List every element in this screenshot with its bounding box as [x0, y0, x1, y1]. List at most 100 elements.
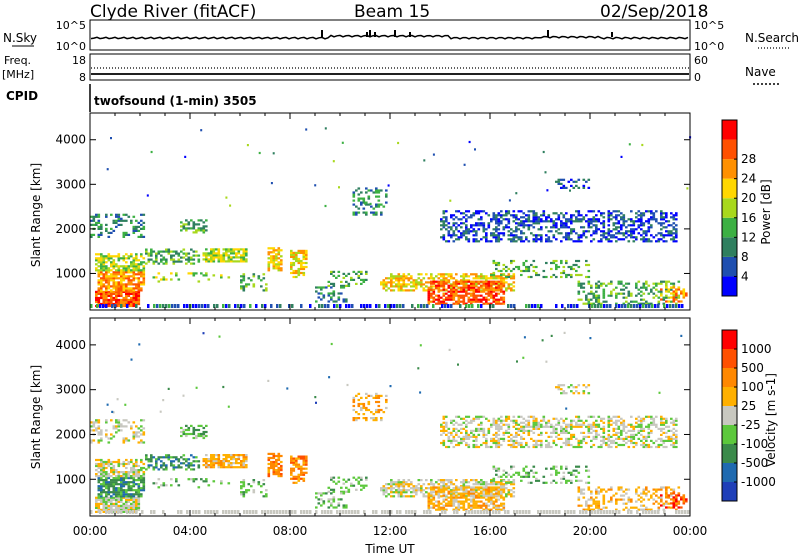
velocity-cell: [537, 439, 541, 442]
velocity-cell: [445, 504, 448, 507]
power-cell: [187, 252, 191, 255]
power-cell: [275, 267, 278, 270]
power-cell: [477, 282, 481, 285]
power-cell: [525, 267, 528, 271]
velocity-cell: [95, 421, 98, 424]
power-cell: [572, 230, 576, 233]
power-cell: [670, 234, 673, 237]
velocity-cell: [235, 460, 238, 463]
velocity-cell: [302, 463, 306, 466]
velocity-cell: [95, 510, 98, 513]
power-cell: [562, 222, 566, 225]
power-cell: [497, 240, 501, 243]
power-cell: [577, 218, 581, 221]
velocity-cell: [442, 427, 446, 430]
power-cell: [662, 212, 666, 215]
power-cell: [652, 218, 656, 221]
power-cell: [135, 255, 138, 258]
velocity-cell: [135, 462, 138, 466]
power-cell: [647, 292, 651, 295]
velocity-cell: [92, 425, 96, 428]
power-cell: [467, 284, 471, 287]
velocity-cell: [495, 423, 498, 426]
velocity-cell: [107, 462, 111, 466]
velocity-cell: [192, 436, 196, 440]
power-cell: [362, 201, 366, 204]
power-cell: [545, 220, 548, 223]
velocity-cell: [422, 495, 426, 498]
power-cell: [243, 304, 246, 308]
velocity-cell: [100, 498, 103, 501]
power-cell: [517, 238, 521, 241]
power-cell: [217, 252, 221, 255]
power-cell: [575, 220, 578, 223]
power-cell: [621, 304, 624, 308]
velocity-cell: [570, 433, 573, 436]
velocity-cell: [125, 502, 128, 505]
power-cell: [290, 253, 293, 256]
power-cell: [475, 288, 478, 291]
power-cell: [567, 220, 571, 223]
power-cell: [515, 218, 518, 221]
velocity-cell: [565, 427, 568, 430]
velocity-cell: [97, 489, 101, 492]
velocity-cell: [497, 433, 501, 436]
velocity-cell: [450, 489, 453, 492]
power-cell: [450, 214, 453, 217]
velocity-cell: [567, 423, 571, 426]
power-cell: [130, 302, 133, 306]
power-cell: [487, 290, 491, 293]
power-cell: [617, 280, 621, 283]
velocity-cell: [375, 394, 378, 397]
velocity-cell: [102, 464, 106, 468]
velocity-cell: [122, 419, 126, 422]
velocity-cell: [542, 425, 546, 428]
velocity-cell: [140, 475, 143, 478]
velocity-cell: [355, 419, 358, 422]
power-cell: [482, 226, 486, 229]
velocity-cell: [105, 500, 108, 503]
velocity-cell: [555, 443, 558, 447]
power-cell: [447, 230, 451, 233]
velocity-cell: [590, 427, 593, 430]
velocity-cell: [512, 425, 516, 428]
power-cell: [632, 236, 636, 239]
velocity-cell: [377, 396, 381, 399]
power-cell: [547, 214, 551, 217]
power-cell: [430, 280, 433, 283]
velocity-cell: [542, 415, 546, 418]
power-ytick-label: 4000: [55, 133, 86, 147]
velocity-cell: [420, 487, 423, 490]
power-cell: [204, 304, 207, 308]
velocity-cell: [182, 458, 186, 461]
power-cell: [440, 279, 443, 282]
velocity-cell: [472, 500, 476, 503]
power-cell: [532, 234, 536, 237]
power-cell: [457, 238, 461, 241]
power-cell: [459, 304, 462, 308]
velocity-cell: [532, 425, 536, 428]
power-cell: [462, 286, 466, 289]
power-cell: [107, 259, 111, 262]
velocity-cell: [135, 496, 138, 499]
freq-panel: [89, 53, 691, 81]
velocity-cell: [485, 486, 488, 489]
velocity-cell: [365, 419, 368, 422]
power-cell: [422, 287, 426, 290]
velocity-cell: [440, 486, 443, 489]
velocity-cell: [617, 435, 621, 438]
power-cell: [102, 294, 106, 297]
power-cell: [590, 298, 593, 301]
power-cell: [537, 304, 540, 308]
power-cell: [420, 273, 423, 276]
power-cell: [97, 275, 101, 278]
power-cell: [132, 231, 136, 234]
velocity-cell: [500, 486, 503, 489]
power-cell: [417, 281, 421, 284]
power-cell: [372, 211, 376, 214]
power-cell: [427, 290, 431, 293]
power-cell: [520, 238, 523, 241]
power-cell: [245, 260, 248, 263]
velocity-cell: [417, 489, 421, 492]
velocity-cell: [130, 481, 133, 484]
